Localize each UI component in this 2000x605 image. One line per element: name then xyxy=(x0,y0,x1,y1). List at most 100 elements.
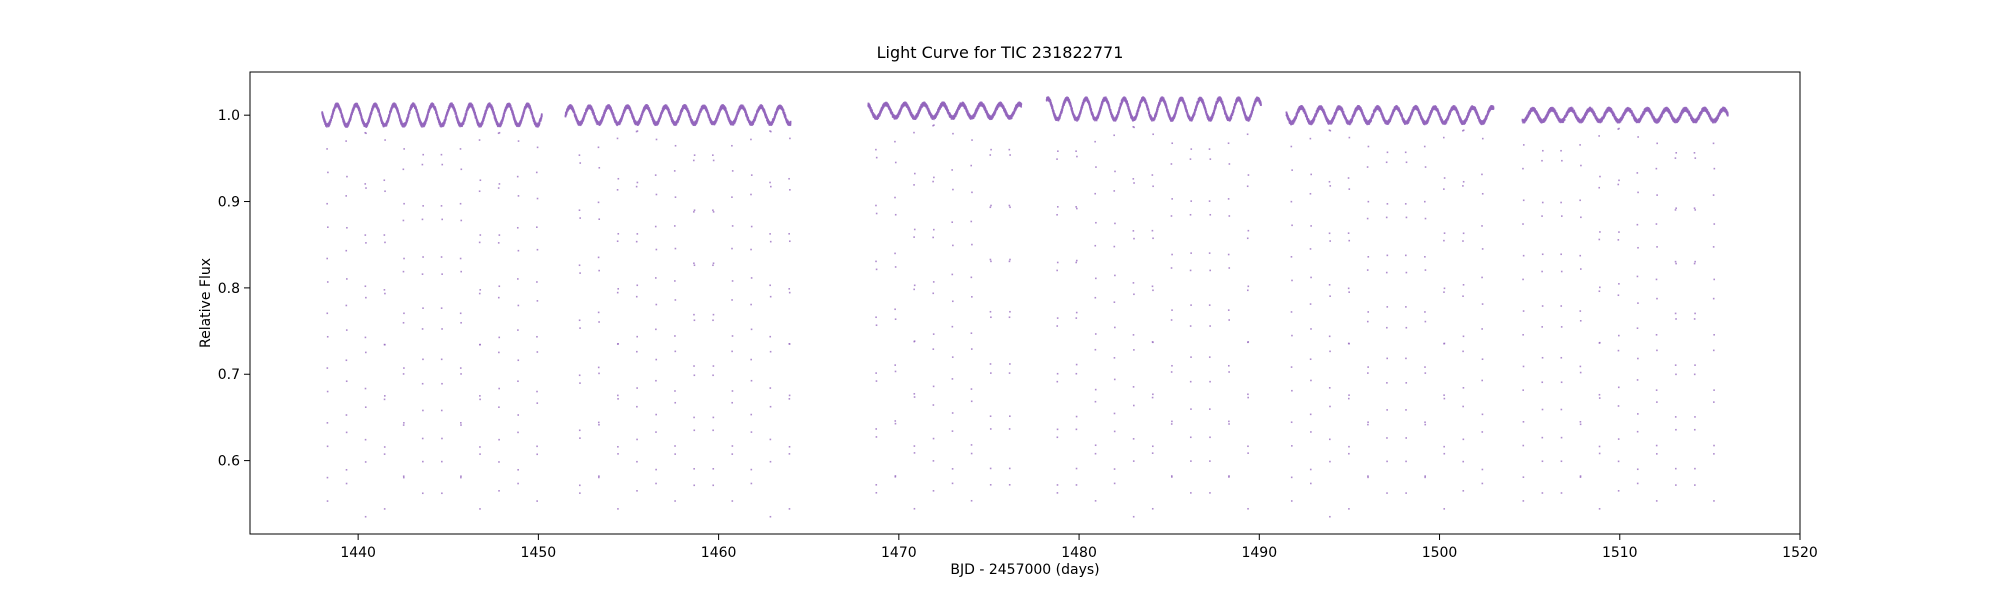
data-point xyxy=(421,163,424,166)
data-point xyxy=(540,118,542,121)
data-point xyxy=(381,119,383,122)
data-point xyxy=(338,105,340,107)
data-point xyxy=(444,120,447,122)
data-point xyxy=(421,492,424,495)
data-point xyxy=(479,446,481,448)
data-point xyxy=(459,367,462,369)
data-point xyxy=(365,296,367,299)
data-point xyxy=(619,121,622,124)
data-point xyxy=(326,148,328,150)
data-point xyxy=(480,125,482,128)
data-point xyxy=(455,112,457,114)
data-point xyxy=(640,115,643,118)
data-point xyxy=(371,108,374,111)
data-point xyxy=(529,106,531,108)
data-point xyxy=(331,116,333,119)
data-point xyxy=(597,256,600,259)
data-point xyxy=(326,124,328,126)
data-point xyxy=(487,107,489,109)
data-point xyxy=(402,270,405,273)
data-point xyxy=(397,110,400,112)
data-point xyxy=(510,107,513,110)
data-point xyxy=(498,183,501,185)
data-point xyxy=(579,162,582,164)
data-point xyxy=(412,105,414,108)
data-point xyxy=(616,121,619,124)
data-point xyxy=(390,110,392,112)
data-point xyxy=(435,108,437,111)
data-point xyxy=(460,373,462,375)
data-point xyxy=(642,113,644,115)
data-point xyxy=(536,197,539,200)
data-point xyxy=(493,111,495,114)
data-point xyxy=(501,119,504,122)
data-point xyxy=(598,166,601,169)
data-point xyxy=(533,117,535,120)
data-point xyxy=(641,114,644,117)
data-point xyxy=(579,492,581,494)
data-point xyxy=(540,117,543,120)
data-point xyxy=(419,119,421,121)
data-point xyxy=(497,296,500,299)
data-point xyxy=(383,453,386,455)
data-point xyxy=(541,115,543,118)
data-point xyxy=(655,431,657,433)
data-point xyxy=(617,177,620,180)
data-point xyxy=(622,114,624,117)
data-point xyxy=(337,105,339,107)
data-point xyxy=(597,123,600,126)
data-point xyxy=(375,103,378,105)
data-point xyxy=(497,124,500,126)
data-point xyxy=(324,121,327,124)
data-point xyxy=(478,124,481,126)
data-point xyxy=(465,112,468,114)
data-point xyxy=(405,122,407,125)
data-point xyxy=(327,171,329,174)
data-point xyxy=(439,121,441,123)
data-points xyxy=(321,96,1729,518)
data-point xyxy=(485,111,487,114)
data-point xyxy=(617,232,620,235)
data-point xyxy=(616,124,619,127)
data-point xyxy=(356,102,358,105)
data-point xyxy=(322,115,325,117)
data-point xyxy=(598,269,600,272)
data-point xyxy=(598,423,600,426)
data-point xyxy=(538,124,541,126)
data-point xyxy=(513,114,515,117)
data-point xyxy=(390,108,393,111)
data-point xyxy=(428,108,431,111)
data-point xyxy=(602,118,604,120)
data-point xyxy=(536,351,539,353)
data-point xyxy=(421,123,424,126)
data-point xyxy=(342,117,344,119)
data-point xyxy=(478,125,481,128)
data-point xyxy=(365,187,367,189)
data-point xyxy=(459,312,462,315)
data-point xyxy=(445,116,447,119)
data-point xyxy=(347,124,350,127)
data-point xyxy=(402,476,405,479)
data-point xyxy=(615,120,618,123)
data-point xyxy=(498,406,500,408)
data-point xyxy=(498,438,500,441)
data-point xyxy=(346,175,348,178)
data-point xyxy=(479,508,481,510)
data-point xyxy=(345,482,348,485)
data-point xyxy=(597,121,599,124)
data-point xyxy=(403,312,405,315)
data-point xyxy=(421,124,424,127)
data-point xyxy=(408,111,411,114)
data-point xyxy=(370,111,373,114)
data-point xyxy=(466,110,468,113)
data-point xyxy=(616,137,619,140)
data-point xyxy=(578,123,581,125)
data-point xyxy=(478,139,481,141)
data-point xyxy=(481,122,484,124)
data-point xyxy=(421,122,423,125)
data-point xyxy=(593,113,595,116)
data-point xyxy=(387,118,390,120)
data-point xyxy=(536,226,538,228)
data-point xyxy=(516,175,519,178)
